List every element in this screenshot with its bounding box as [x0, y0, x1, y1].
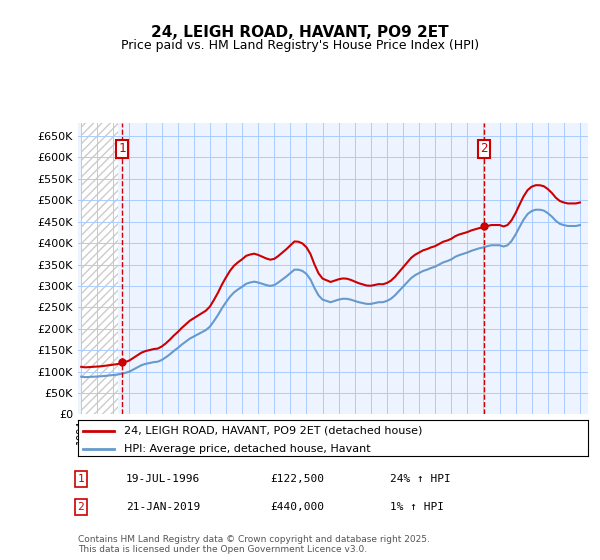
Text: 2: 2: [481, 142, 488, 155]
Text: £440,000: £440,000: [270, 502, 324, 512]
Text: HPI: Average price, detached house, Havant: HPI: Average price, detached house, Hava…: [124, 444, 371, 454]
Text: Contains HM Land Registry data © Crown copyright and database right 2025.
This d: Contains HM Land Registry data © Crown c…: [78, 535, 430, 554]
Text: £122,500: £122,500: [270, 474, 324, 484]
Text: 24, LEIGH ROAD, HAVANT, PO9 2ET (detached house): 24, LEIGH ROAD, HAVANT, PO9 2ET (detache…: [124, 426, 422, 436]
Text: Price paid vs. HM Land Registry's House Price Index (HPI): Price paid vs. HM Land Registry's House …: [121, 39, 479, 52]
Text: 1: 1: [118, 142, 126, 155]
Text: 19-JUL-1996: 19-JUL-1996: [126, 474, 200, 484]
Text: 21-JAN-2019: 21-JAN-2019: [126, 502, 200, 512]
Text: 24% ↑ HPI: 24% ↑ HPI: [390, 474, 451, 484]
Text: 2: 2: [77, 502, 85, 512]
Text: 1% ↑ HPI: 1% ↑ HPI: [390, 502, 444, 512]
Text: 1: 1: [77, 474, 85, 484]
Text: 24, LEIGH ROAD, HAVANT, PO9 2ET: 24, LEIGH ROAD, HAVANT, PO9 2ET: [151, 25, 449, 40]
